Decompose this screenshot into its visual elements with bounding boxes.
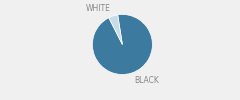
Wedge shape	[92, 14, 152, 74]
Wedge shape	[109, 15, 122, 44]
Text: BLACK: BLACK	[134, 76, 159, 85]
Text: WHITE: WHITE	[86, 4, 111, 13]
